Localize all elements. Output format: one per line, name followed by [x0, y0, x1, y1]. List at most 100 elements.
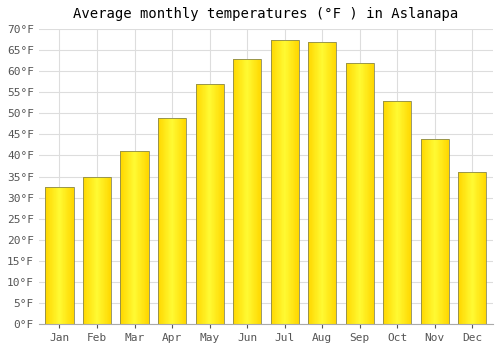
Bar [94, 176, 96, 324]
Bar [275, 40, 276, 324]
Bar [383, 101, 412, 324]
Bar [197, 84, 198, 324]
Bar [260, 58, 261, 324]
Bar [480, 172, 481, 324]
Bar [52, 187, 54, 324]
Bar [60, 187, 61, 324]
Bar [315, 42, 316, 324]
Bar [424, 139, 426, 324]
Bar [476, 172, 477, 324]
Bar [278, 40, 279, 324]
Bar [365, 63, 366, 324]
Bar [359, 63, 360, 324]
Bar [479, 172, 480, 324]
Bar [370, 63, 371, 324]
Bar [105, 176, 106, 324]
Bar [139, 151, 140, 324]
Bar [83, 176, 84, 324]
Bar [387, 101, 388, 324]
Bar [271, 40, 272, 324]
Bar [251, 58, 252, 324]
Bar [46, 187, 47, 324]
Bar [204, 84, 205, 324]
Bar [171, 118, 172, 324]
Bar [429, 139, 430, 324]
Bar [474, 172, 475, 324]
Bar [458, 172, 486, 324]
Bar [400, 101, 402, 324]
Bar [238, 58, 240, 324]
Bar [346, 63, 374, 324]
Bar [421, 139, 422, 324]
Bar [140, 151, 141, 324]
Bar [54, 187, 55, 324]
Bar [214, 84, 215, 324]
Bar [274, 40, 275, 324]
Bar [390, 101, 391, 324]
Bar [383, 101, 384, 324]
Bar [212, 84, 213, 324]
Bar [404, 101, 405, 324]
Bar [335, 42, 336, 324]
Bar [162, 118, 163, 324]
Bar [280, 40, 281, 324]
Bar [125, 151, 126, 324]
Bar [258, 58, 259, 324]
Bar [395, 101, 396, 324]
Bar [255, 58, 256, 324]
Bar [405, 101, 406, 324]
Bar [323, 42, 324, 324]
Bar [311, 42, 312, 324]
Bar [369, 63, 370, 324]
Bar [63, 187, 64, 324]
Bar [130, 151, 131, 324]
Bar [433, 139, 434, 324]
Bar [102, 176, 103, 324]
Bar [438, 139, 439, 324]
Bar [158, 118, 159, 324]
Bar [321, 42, 322, 324]
Bar [220, 84, 221, 324]
Bar [441, 139, 442, 324]
Bar [72, 187, 73, 324]
Bar [87, 176, 88, 324]
Bar [55, 187, 56, 324]
Bar [466, 172, 467, 324]
Bar [325, 42, 326, 324]
Bar [67, 187, 68, 324]
Bar [249, 58, 250, 324]
Bar [62, 187, 63, 324]
Bar [312, 42, 313, 324]
Bar [183, 118, 184, 324]
Bar [173, 118, 174, 324]
Bar [362, 63, 363, 324]
Bar [135, 151, 136, 324]
Bar [50, 187, 51, 324]
Bar [177, 118, 178, 324]
Bar [215, 84, 216, 324]
Bar [61, 187, 62, 324]
Bar [318, 42, 319, 324]
Bar [348, 63, 349, 324]
Bar [93, 176, 94, 324]
Bar [475, 172, 476, 324]
Bar [317, 42, 318, 324]
Bar [85, 176, 86, 324]
Bar [332, 42, 333, 324]
Bar [282, 40, 283, 324]
Bar [434, 139, 435, 324]
Bar [347, 63, 348, 324]
Bar [473, 172, 474, 324]
Bar [358, 63, 359, 324]
Bar [458, 172, 459, 324]
Bar [329, 42, 330, 324]
Bar [163, 118, 164, 324]
Bar [482, 172, 483, 324]
Bar [277, 40, 278, 324]
Bar [293, 40, 294, 324]
Bar [316, 42, 317, 324]
Bar [437, 139, 438, 324]
Bar [397, 101, 398, 324]
Bar [446, 139, 448, 324]
Bar [89, 176, 90, 324]
